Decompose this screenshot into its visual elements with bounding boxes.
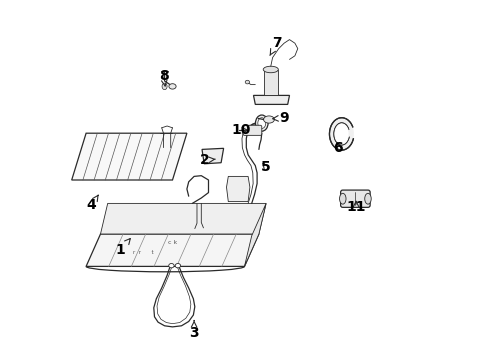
Text: 6: 6 <box>333 141 342 154</box>
Ellipse shape <box>175 264 180 268</box>
Polygon shape <box>72 133 186 180</box>
Ellipse shape <box>255 115 267 131</box>
Text: 10: 10 <box>231 123 250 137</box>
Ellipse shape <box>162 83 167 90</box>
Polygon shape <box>202 148 223 164</box>
FancyBboxPatch shape <box>340 190 369 207</box>
Ellipse shape <box>334 124 348 144</box>
Text: c k: c k <box>167 240 177 246</box>
Polygon shape <box>253 95 289 104</box>
FancyBboxPatch shape <box>243 125 261 135</box>
Polygon shape <box>244 203 265 266</box>
Polygon shape <box>226 176 249 202</box>
Polygon shape <box>263 70 277 95</box>
Ellipse shape <box>329 118 353 150</box>
Ellipse shape <box>168 84 176 89</box>
Ellipse shape <box>263 116 274 123</box>
Text: 5: 5 <box>261 161 270 174</box>
Polygon shape <box>101 203 265 234</box>
Ellipse shape <box>263 66 278 73</box>
Ellipse shape <box>244 80 249 84</box>
Ellipse shape <box>364 193 370 204</box>
Text: r  r      t: r r t <box>133 250 154 255</box>
Ellipse shape <box>257 118 265 129</box>
Text: 8: 8 <box>158 69 168 86</box>
Text: 7: 7 <box>269 36 281 55</box>
Text: 4: 4 <box>86 195 98 212</box>
Ellipse shape <box>168 264 174 268</box>
Polygon shape <box>86 234 258 266</box>
Text: 11: 11 <box>346 200 365 214</box>
Text: 1: 1 <box>115 239 130 257</box>
Text: 9: 9 <box>272 111 288 125</box>
Text: 2: 2 <box>200 153 215 167</box>
Ellipse shape <box>339 193 346 204</box>
Text: 3: 3 <box>189 320 199 340</box>
